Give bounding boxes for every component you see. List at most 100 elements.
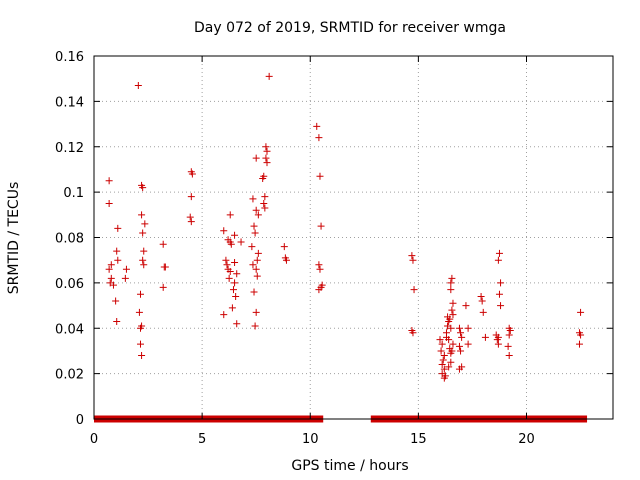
data-point: [233, 270, 241, 278]
data-point: [231, 231, 239, 239]
data-point: [445, 336, 453, 344]
data-points: [105, 72, 585, 382]
data-point: [107, 261, 115, 269]
data-point: [495, 290, 503, 298]
data-point: [448, 306, 456, 314]
data-point: [315, 286, 323, 294]
data-point: [448, 274, 456, 282]
data-point: [263, 147, 271, 155]
data-point: [105, 199, 113, 207]
data-point: [112, 297, 120, 305]
data-point: [504, 342, 512, 350]
data-point: [439, 356, 447, 364]
data-point: [455, 324, 463, 332]
data-point: [161, 263, 169, 271]
data-point: [455, 365, 463, 373]
data-point: [317, 222, 325, 230]
data-point: [220, 227, 228, 235]
y-axis-label: SRMTID / TECUs: [6, 182, 22, 295]
data-point: [139, 184, 147, 192]
data-point: [135, 308, 143, 316]
data-point: [440, 365, 448, 373]
data-point: [226, 211, 234, 219]
x-tick-label: 10: [302, 432, 319, 447]
data-point: [249, 195, 257, 203]
data-point: [251, 322, 259, 330]
data-point: [315, 134, 323, 142]
data-point: [113, 317, 121, 325]
data-point: [505, 331, 513, 339]
y-tick-label: 0: [76, 413, 84, 428]
data-point: [122, 265, 130, 273]
data-point: [494, 333, 502, 341]
data-point: [231, 279, 239, 287]
data-point: [409, 329, 417, 337]
data-point: [226, 268, 234, 276]
data-point: [479, 308, 487, 316]
data-point: [139, 256, 147, 264]
data-point: [497, 279, 505, 287]
data-point: [222, 256, 230, 264]
data-point: [438, 340, 446, 348]
data-point: [252, 154, 260, 162]
data-point: [229, 286, 237, 294]
data-point: [437, 347, 445, 355]
data-point: [447, 324, 455, 332]
data-point: [140, 247, 148, 255]
data-point: [458, 333, 466, 341]
data-point: [253, 272, 261, 280]
data-point: [315, 261, 323, 269]
data-point: [494, 340, 502, 348]
data-point: [252, 308, 260, 316]
data-point: [251, 229, 259, 237]
y-tick-label: 0.02: [55, 368, 84, 383]
y-tick-label: 0.12: [55, 141, 84, 156]
data-point: [140, 261, 148, 269]
data-point: [457, 347, 465, 355]
data-point: [447, 286, 455, 294]
data-point: [253, 256, 261, 264]
data-point: [252, 265, 260, 273]
data-point: [233, 320, 241, 328]
data-point: [223, 261, 231, 269]
data-point: [477, 292, 485, 300]
data-point: [109, 281, 117, 289]
data-point: [231, 258, 239, 266]
data-point: [248, 243, 256, 251]
data-point: [139, 229, 147, 237]
y-tick-label: 0.06: [55, 277, 84, 292]
y-tick-label: 0.1: [63, 186, 84, 201]
data-point: [136, 290, 144, 298]
data-point: [495, 249, 503, 257]
data-point: [444, 313, 452, 321]
data-point: [409, 256, 417, 264]
data-point: [187, 193, 195, 201]
data-point: [113, 247, 121, 255]
data-point: [237, 238, 245, 246]
data-point: [410, 286, 418, 294]
data-point: [457, 329, 465, 337]
data-point: [497, 302, 505, 310]
data-point: [449, 311, 457, 319]
data-point: [159, 283, 167, 291]
data-point: [141, 220, 149, 228]
data-point: [464, 340, 472, 348]
data-point: [134, 81, 142, 89]
data-point: [261, 193, 269, 201]
data-point: [107, 274, 115, 282]
data-point: [254, 249, 262, 257]
x-tick-label: 15: [410, 432, 427, 447]
data-point: [282, 256, 290, 264]
data-point: [252, 206, 260, 214]
data-point: [228, 304, 236, 312]
data-point: [440, 351, 448, 359]
data-point: [506, 327, 514, 335]
data-point: [121, 274, 129, 282]
data-point: [478, 297, 486, 305]
data-point: [114, 224, 122, 232]
data-point: [225, 274, 233, 282]
data-point: [577, 331, 585, 339]
x-axis-label: GPS time / hours: [291, 458, 408, 474]
data-point: [448, 347, 456, 355]
data-point: [136, 324, 144, 332]
